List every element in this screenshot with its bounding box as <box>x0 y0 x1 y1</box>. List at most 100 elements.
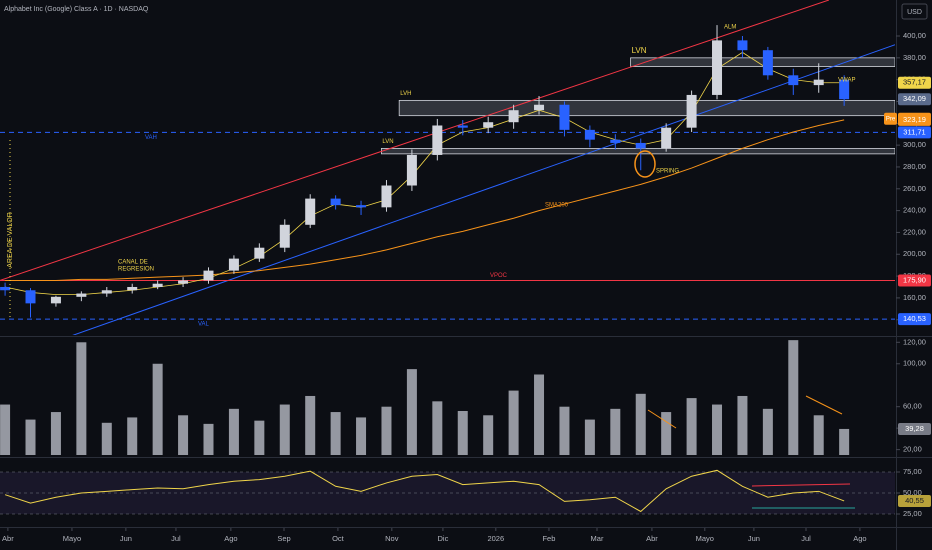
zone <box>398 99 895 117</box>
candle-body <box>279 224 290 248</box>
x-tick-label: Jun <box>120 534 132 543</box>
y-tick-label: 20,00 <box>903 445 922 454</box>
volume-bar <box>178 415 189 455</box>
trend-arrow <box>805 395 843 415</box>
rsi-pane <box>0 469 895 515</box>
volume-bar <box>559 406 570 455</box>
price-badge-label: 357,17 <box>903 78 926 87</box>
x-tick-label: Abr <box>646 534 658 543</box>
x-tick-label: Jun <box>748 534 760 543</box>
price-badge <box>898 494 931 507</box>
y-tick-label: 120,00 <box>903 337 926 346</box>
x-tick-label: Dic <box>438 534 449 543</box>
candle-body <box>610 139 621 143</box>
volume-bar <box>584 419 595 455</box>
candle-body <box>508 110 519 123</box>
price-badge <box>898 274 931 287</box>
volume-bar <box>483 415 494 455</box>
candle-body <box>406 154 417 186</box>
x-tick-label: Nov <box>385 534 399 543</box>
volume-bar <box>432 401 443 455</box>
trend-arrow <box>647 409 677 429</box>
volume-bar <box>457 410 468 455</box>
currency-box[interactable] <box>901 3 928 20</box>
candle-body <box>813 79 824 86</box>
price-badge <box>898 76 931 89</box>
y-tick-label: 380,00 <box>903 53 926 62</box>
candle-body <box>25 290 36 304</box>
overlay-label: SMA200 <box>545 203 569 209</box>
y-tick-label: 200,00 <box>903 249 926 258</box>
x-tick-label: 2026 <box>487 534 504 543</box>
volume-bar <box>76 342 87 455</box>
candle-body <box>228 258 239 271</box>
price-badge-label: 140,53 <box>903 314 926 323</box>
x-tick-label: Mayo <box>696 534 714 543</box>
y-tick-label: 300,00 <box>903 140 926 149</box>
volume-bar <box>686 398 697 455</box>
spring-marker <box>634 150 656 178</box>
candle-body <box>483 122 494 128</box>
volume-bar <box>305 395 316 455</box>
candle-body <box>584 129 595 140</box>
volume-pane <box>0 340 850 455</box>
volume-bar <box>330 412 341 455</box>
y-tick-label: 75,00 <box>903 467 922 476</box>
candle-body <box>661 127 672 149</box>
zone <box>380 148 895 155</box>
candle-body <box>50 296 61 304</box>
volume-bar <box>762 408 773 455</box>
price-badge <box>898 313 931 326</box>
price-badge <box>898 113 931 126</box>
currency[interactable]: USD <box>907 9 922 16</box>
volume-bar <box>508 390 519 455</box>
candle-body <box>839 79 850 100</box>
price-badge-label: 39,28 <box>905 424 924 433</box>
candle-body <box>457 125 468 128</box>
candle-body <box>686 94 697 128</box>
price-badge <box>898 126 931 139</box>
overlay-label: VWAP <box>838 78 855 84</box>
y-tick-label: 260,00 <box>903 184 926 193</box>
y-tick-label: 160,00 <box>903 293 926 302</box>
candle-body <box>254 247 265 259</box>
x-tick-label: Abr <box>2 534 14 543</box>
price-pane <box>0 0 895 335</box>
volume-bar <box>254 420 265 455</box>
zone-label: LVN <box>382 139 393 145</box>
volume-bar <box>203 423 214 455</box>
volume-bar <box>0 404 11 455</box>
candle-body <box>762 50 773 76</box>
price-badge-label: 311,71 <box>903 127 925 136</box>
x-tick-label: Mar <box>591 534 604 543</box>
volume-bar <box>839 428 850 455</box>
overlay-line <box>5 119 845 281</box>
annotation: AREA DE VALOR <box>7 212 14 268</box>
candle-body <box>76 293 87 297</box>
candle-body <box>127 286 138 291</box>
volume-bar <box>737 395 748 455</box>
rsi-line <box>4 469 845 513</box>
volume-bar <box>101 422 112 455</box>
y-tick-label: 25,00 <box>903 509 922 518</box>
candle-body <box>737 40 748 51</box>
volume-bar <box>406 369 417 455</box>
volume-bar <box>712 404 723 455</box>
volume-bar <box>228 408 239 455</box>
price-badge <box>898 422 931 435</box>
price-badge-label: 175,90 <box>903 276 926 285</box>
candle-body <box>178 280 189 284</box>
volume-bar <box>50 412 61 455</box>
candle-body <box>788 75 799 86</box>
y-tick-label: 400,00 <box>903 31 926 40</box>
y-tick-label: 280,00 <box>903 162 926 171</box>
volume-bar <box>356 417 367 455</box>
zone <box>630 57 895 67</box>
volume-bar <box>127 417 138 455</box>
x-tick-label: Sep <box>277 534 290 543</box>
price-badge-label: 323,19 <box>903 115 926 124</box>
candle-body <box>203 270 214 281</box>
volume-bar <box>661 412 672 455</box>
